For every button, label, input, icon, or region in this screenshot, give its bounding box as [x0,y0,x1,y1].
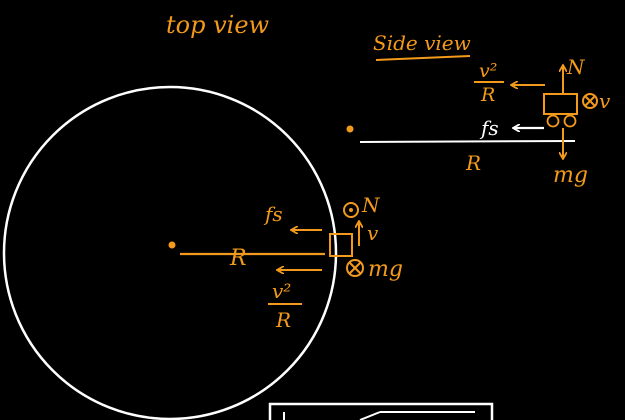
friction-label: fs [263,202,283,226]
circular-track [2,85,338,420]
side-centripetal-numerator: v² [479,60,497,82]
cross-in-circle-icon [582,93,598,109]
top-view: top view R fs N v mg v² [2,11,403,420]
dot-in-circle-icon [343,202,359,218]
center-point [168,241,176,249]
weight-label: mg [368,257,403,282]
side-normal-label: N [566,55,586,79]
centripetal-denominator: R [275,308,291,332]
cropped-box [268,402,494,420]
radius-label: R [229,246,247,271]
velocity-label: v [367,221,379,245]
side-view-title: Side view [373,31,471,55]
side-center-point [346,125,354,133]
side-friction-label: fs [479,116,499,140]
top-view-title: top view [166,11,270,39]
normal-label: N [361,193,381,217]
side-ground-line [359,140,576,143]
side-weight-label: mg [553,163,588,188]
side-view: Side view v² R N v fs R [346,31,611,188]
side-car-block [543,93,578,115]
side-centripetal-denominator: R [480,84,495,106]
side-view-title-underline [375,55,471,61]
centripetal-numerator: v² [272,279,291,303]
wheel-icon [546,114,577,128]
side-radius-label: R [465,151,481,175]
side-velocity-label: v [599,89,611,113]
car-block [329,233,353,257]
cross-in-circle-icon [346,259,364,277]
